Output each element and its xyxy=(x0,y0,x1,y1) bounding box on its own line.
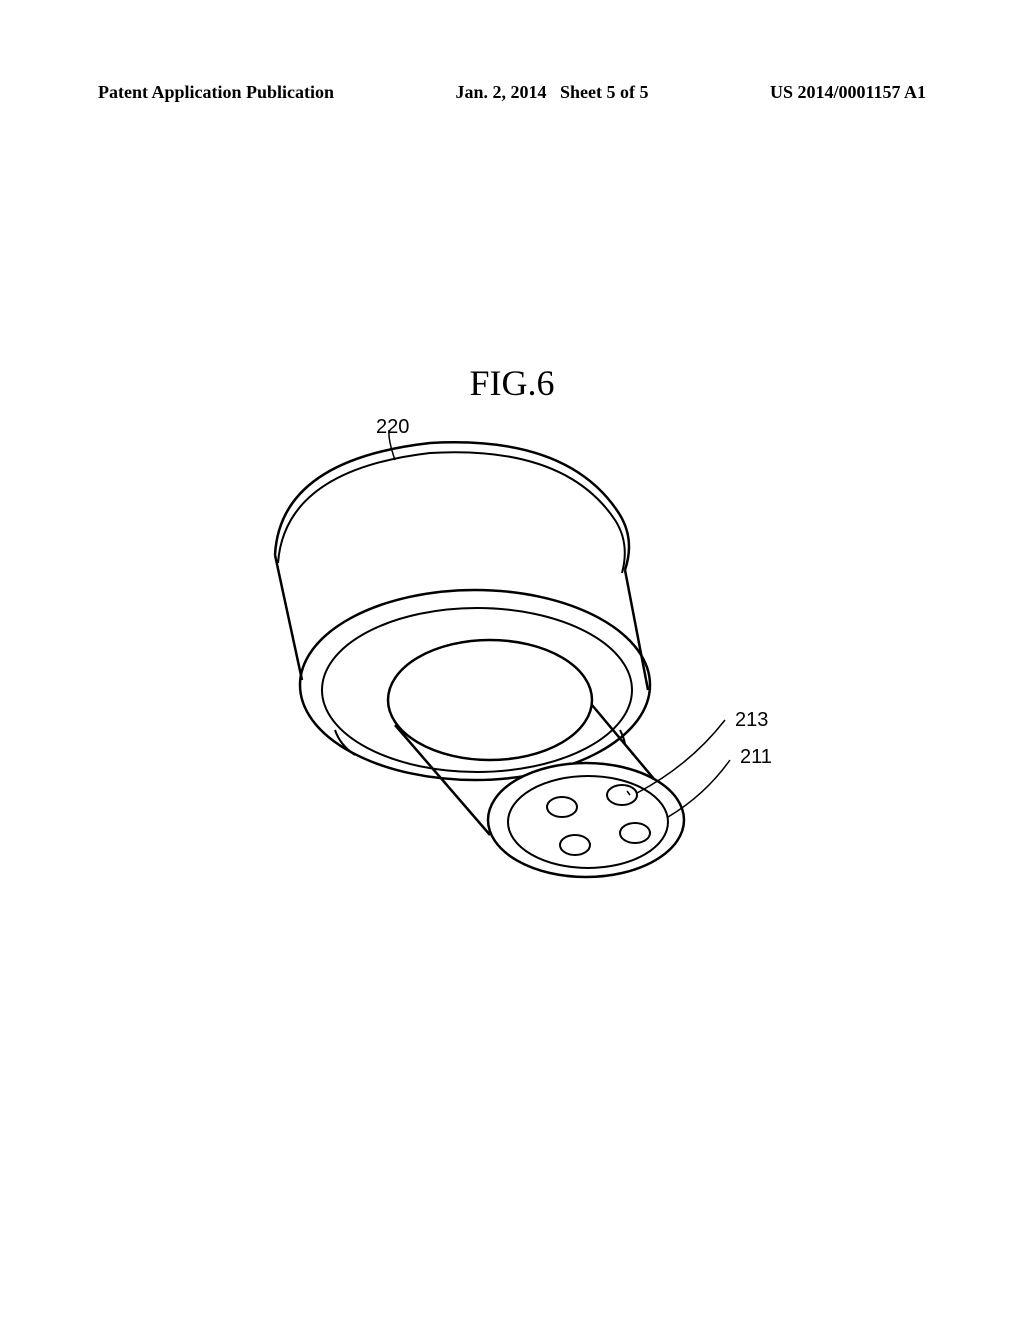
figure-title: FIG.6 xyxy=(469,362,554,404)
patent-drawing xyxy=(230,415,810,895)
patent-header: Patent Application Publication Jan. 2, 2… xyxy=(0,82,1024,103)
technical-drawing-svg xyxy=(230,415,810,895)
patent-number: US 2014/0001157 A1 xyxy=(770,82,926,103)
publication-type: Patent Application Publication xyxy=(98,82,334,103)
reference-label-220: 220 xyxy=(376,416,409,439)
publication-date: Jan. 2, 2014 Sheet 5 of 5 xyxy=(455,82,648,103)
reference-label-213: 213 xyxy=(735,709,768,732)
reference-label-211: 211 xyxy=(740,746,772,769)
